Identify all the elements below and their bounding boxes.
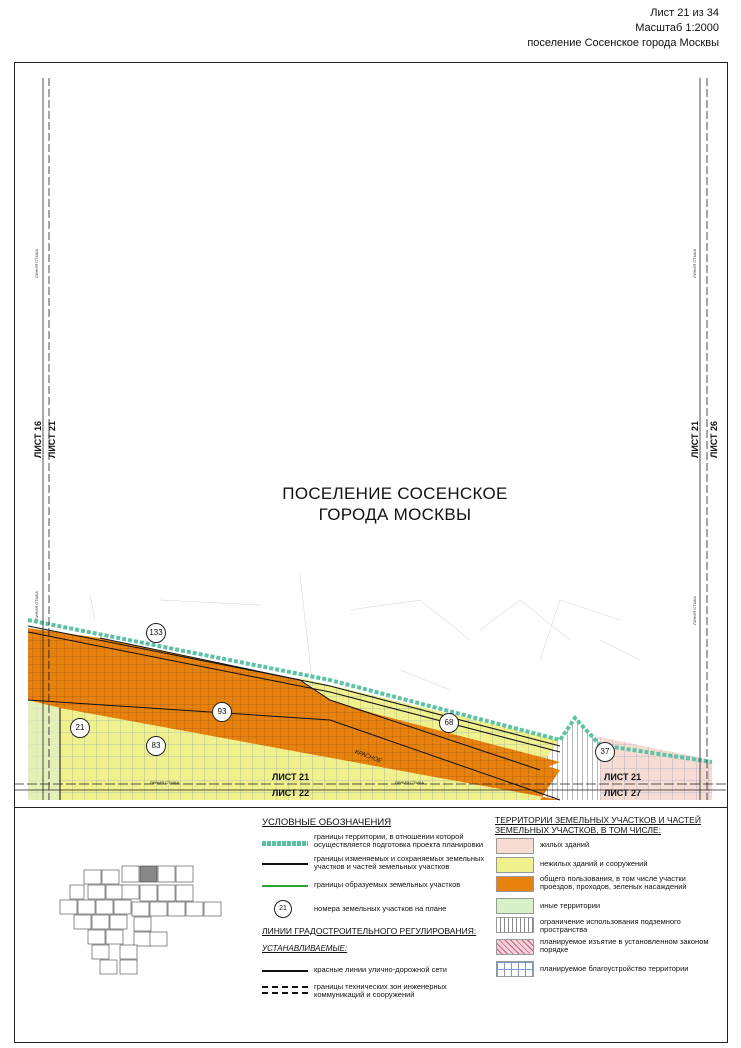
- legend-territory-title: ТЕРРИТОРИИ ЗЕМЕЛЬНЫХ УЧАСТКОВ И ЧАСТЕЙ З…: [495, 815, 701, 835]
- seam-lines: [14, 78, 726, 800]
- legend-item-nonresidential: нежилых зданий и сооружений: [540, 859, 648, 868]
- sheet-info: Лист 21 из 34 Масштаб 1:2000 поселение С…: [527, 6, 719, 51]
- legend-swatch-public: [496, 876, 534, 892]
- edge-label-left-outer: ЛИСТ 16: [33, 420, 43, 458]
- map-frame: [14, 62, 728, 808]
- legend-swatch-improvement: [496, 961, 534, 977]
- edge-label-bottom-lower: ЛИСТ 22: [272, 788, 310, 798]
- parcel-number: 93: [212, 702, 232, 722]
- legend-item-withdrawal: планируемое изъятие в установленном зако…: [540, 937, 709, 954]
- legend-item-new-parcels: границы образуемых земельных участков: [314, 880, 461, 889]
- legend-item-parcel-boundary: границы изменяемых и сохраняемых земельн…: [314, 854, 485, 871]
- parcel-number: 133: [146, 623, 166, 643]
- legend-swatch-underground: [496, 917, 534, 933]
- seam-label-left: ЛИНИЯ СТЫКА: [34, 248, 39, 278]
- edge-label-bottom-right-lower: ЛИСТ 27: [604, 788, 642, 798]
- edge-label-right-inner: ЛИСТ 21: [690, 420, 700, 458]
- edge-label-right-outer: ЛИСТ 26: [709, 420, 719, 458]
- legend-item-red-lines: красные линии улично-дорожной сети: [314, 965, 447, 974]
- legend-swatch-withdrawal: [496, 939, 534, 955]
- parcel-number: 37: [595, 742, 615, 762]
- legend-swatch-boundary: [262, 841, 308, 846]
- sheet-scale: Масштаб 1:2000: [635, 22, 719, 34]
- legend-regulation-title: ЛИНИИ ГРАДОСТРОИТЕЛЬНОГО РЕГУЛИРОВАНИЯ:: [262, 926, 477, 936]
- legend-swatch-tech-zone-2: [262, 992, 308, 994]
- edge-label-left-inner: ЛИСТ 21: [47, 420, 57, 458]
- legend-parcel-circle: 21: [274, 900, 292, 918]
- legend-swatch-other: [496, 898, 534, 914]
- legend-title: УСЛОВНЫЕ ОБОЗНАЧЕНИЯ: [262, 817, 392, 828]
- edge-label-bottom-right-upper: ЛИСТ 21: [604, 772, 642, 782]
- legend-item-residential: жилых зданий: [540, 840, 590, 849]
- legend-swatch-new-parcel: [262, 885, 308, 887]
- parcel-number: 21: [70, 718, 90, 738]
- seam-label-right-lower: ЛИНИЯ СТЫКА: [692, 595, 697, 625]
- map-title: ПОСЕЛЕНИЕ СОСЕНСКОЕ ГОРОДА МОСКВЫ: [200, 483, 590, 525]
- zone-underground-restriction: [540, 718, 600, 800]
- legend-item-parcel-number: номера земельных участков на плане: [314, 904, 447, 913]
- legend-swatch-red-line: [262, 970, 308, 972]
- seam-label-right: ЛИНИЯ СТЫКА: [692, 248, 697, 278]
- legend-item-underground: ограничение использования подземного про…: [540, 917, 681, 934]
- legend-item-territory-boundary: границы территории, в отношении которой …: [314, 832, 484, 849]
- zone-other: [28, 700, 60, 800]
- context-lines: [89, 574, 641, 691]
- parcel-number: 68: [439, 713, 459, 733]
- legend-item-tech-zones: границы технических зон инженерных комму…: [314, 982, 447, 999]
- seam-label-bottom: ЛИНИЯ СТЫКА: [150, 780, 180, 785]
- map-title-line1: ПОСЕЛЕНИЕ СОСЕНСКОЕ: [282, 484, 508, 503]
- legend-item-other: иные территории: [540, 901, 601, 910]
- map-canvas: [14, 78, 726, 801]
- legend-established-title: УСТАНАВЛИВАЕМЫЕ:: [262, 944, 348, 953]
- parcel-lines: [27, 625, 561, 801]
- parcel-number: 83: [146, 736, 166, 756]
- legend-item-public: общего пользования, в том числе участки …: [540, 874, 687, 891]
- map-title-line2: ГОРОДА МОСКВЫ: [318, 505, 472, 524]
- territory-boundary: [27, 618, 713, 764]
- seam-label-left-lower: ЛИНИЯ СТЫКА: [34, 590, 39, 620]
- legend-swatch-parcel-line: [262, 863, 308, 865]
- edge-label-bottom-upper: ЛИСТ 21: [272, 772, 310, 782]
- sheet-number: Лист 21 из 34: [650, 7, 719, 19]
- legend-swatch-nonresidential: [496, 857, 534, 873]
- legend-item-improvement: планируемое благоустройство территории: [540, 964, 689, 973]
- legend-swatch-residential: [496, 838, 534, 854]
- zone-public-road: [28, 632, 560, 768]
- seam-label-bottom-2: ЛИНИЯ СТЫКА: [395, 780, 425, 785]
- legend-swatch-tech-zone: [262, 986, 308, 988]
- legend-frame: [14, 806, 728, 1043]
- sheet-place: поселение Сосенское города Москвы: [527, 37, 719, 49]
